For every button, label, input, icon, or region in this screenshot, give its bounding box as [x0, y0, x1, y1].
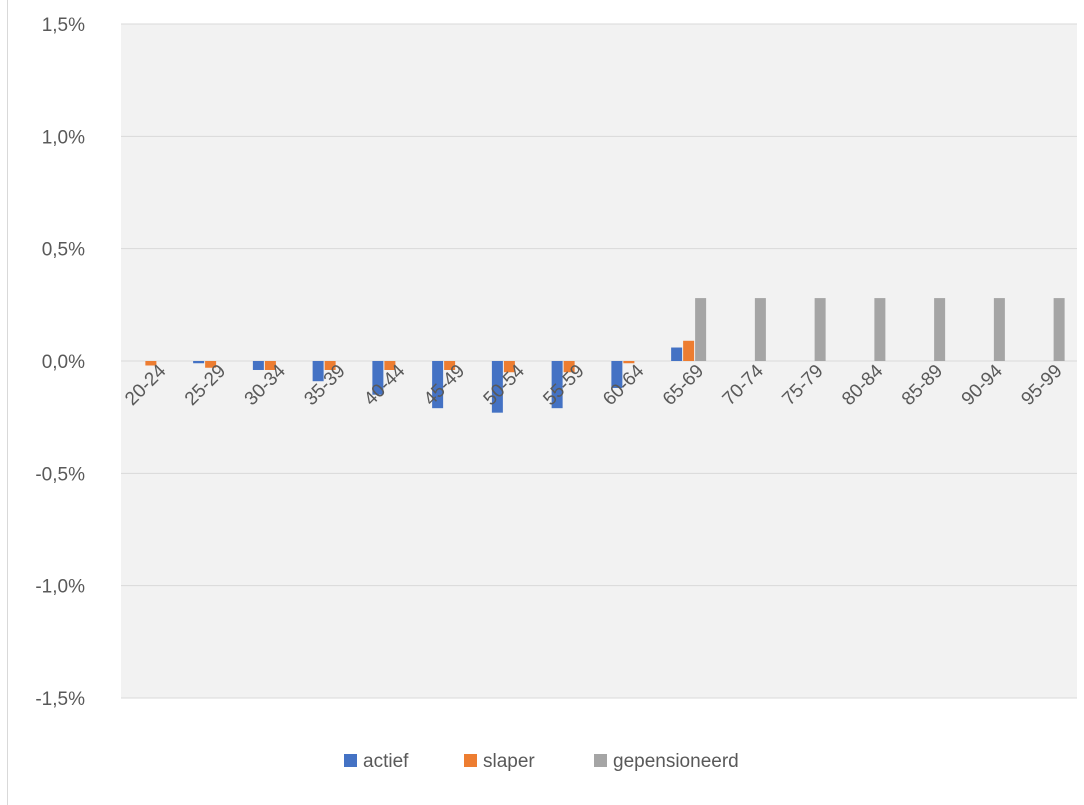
bar-slaper — [683, 340, 695, 361]
y-tick-label: 1,5% — [42, 15, 85, 36]
legend-label-actief: actief — [363, 751, 409, 772]
bar-actief — [372, 361, 384, 395]
legend-swatch-gepensioneerd — [594, 754, 607, 767]
bar-gepensioneerd — [993, 298, 1005, 361]
bar-gepensioneerd — [874, 298, 886, 361]
y-tick-label: 0,0% — [42, 352, 85, 373]
bar-slaper — [623, 361, 635, 364]
frame-border — [7, 0, 8, 805]
bar-gepensioneerd — [754, 298, 766, 361]
legend-swatch-slaper — [464, 754, 477, 767]
bar-slaper — [563, 361, 575, 373]
bar-slaper — [145, 361, 157, 366]
y-tick-label: 1,0% — [42, 127, 85, 148]
bar-actief — [193, 361, 205, 364]
legend-swatch-actief — [344, 754, 357, 767]
y-tick-label: -1,5% — [35, 689, 85, 710]
bar-gepensioneerd — [1053, 298, 1065, 361]
bar-slaper — [205, 361, 217, 368]
bar-slaper — [444, 361, 456, 370]
bar-actief — [551, 361, 563, 409]
y-tick-label: -1,0% — [35, 577, 85, 598]
bar-gepensioneerd — [934, 298, 946, 361]
bar-gepensioneerd — [814, 298, 826, 361]
bar-slaper — [324, 361, 336, 370]
bar-slaper — [264, 361, 276, 370]
bar-actief — [312, 361, 324, 382]
bar-gepensioneerd — [695, 298, 707, 361]
bar-actief — [432, 361, 444, 409]
bar-actief — [491, 361, 503, 413]
bar-slaper — [384, 361, 396, 370]
bar-actief — [252, 361, 264, 370]
legend-label-gepensioneerd: gepensioneerd — [613, 751, 739, 772]
bar-actief — [671, 347, 683, 361]
y-tick-label: 0,5% — [42, 240, 85, 261]
bar-slaper — [503, 361, 515, 373]
y-tick-label: -0,5% — [35, 464, 85, 485]
legend-label-slaper: slaper — [483, 751, 535, 772]
bar-actief — [611, 361, 623, 388]
